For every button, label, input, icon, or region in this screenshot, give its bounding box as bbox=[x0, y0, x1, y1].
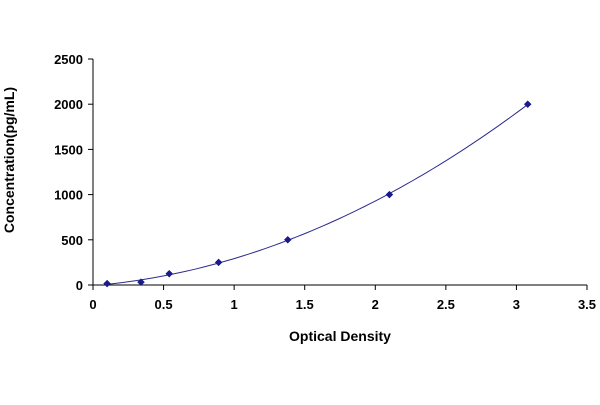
y-tick-label: 500 bbox=[61, 233, 83, 248]
x-tick-label: 3.5 bbox=[578, 297, 596, 312]
data-point bbox=[165, 269, 174, 278]
x-tick-label: 2.5 bbox=[437, 297, 455, 312]
y-tick-label: 2500 bbox=[54, 52, 83, 67]
y-tick-label: 1000 bbox=[54, 188, 83, 203]
y-tick-label: 1500 bbox=[54, 142, 83, 157]
x-tick-label: 1 bbox=[231, 297, 238, 312]
data-point bbox=[137, 278, 145, 287]
x-tick-label: 1.5 bbox=[296, 297, 314, 312]
points-layer bbox=[103, 100, 532, 288]
x-axis-title: Optical Density bbox=[289, 328, 391, 344]
x-tick-label: 0.5 bbox=[155, 297, 173, 312]
data-point bbox=[523, 100, 532, 109]
y-tick-label: 0 bbox=[76, 278, 83, 293]
fit-curve bbox=[107, 104, 529, 285]
ticks-layer: 0 0.5 1 1.5 2 2.5 3 3.5 0 500 1000 1500 2000 2500 bbox=[54, 52, 596, 312]
curve-layer bbox=[107, 104, 529, 285]
y-tick-label: 2000 bbox=[54, 97, 83, 112]
y-axis-title: Concentration(pg/mL) bbox=[1, 87, 17, 233]
axes-layer bbox=[92, 59, 587, 286]
data-point bbox=[385, 190, 394, 199]
data-point bbox=[103, 279, 111, 288]
data-point bbox=[283, 235, 292, 244]
x-tick-label: 2 bbox=[372, 297, 379, 312]
x-tick-label: 3 bbox=[513, 297, 520, 312]
x-tick-label: 0 bbox=[89, 297, 96, 312]
data-point bbox=[214, 258, 223, 267]
